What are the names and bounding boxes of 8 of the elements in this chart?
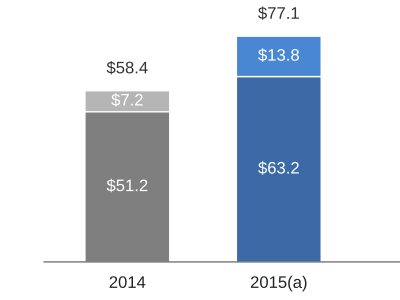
data-label: $51.2: [106, 178, 148, 192]
x-tick-label: 2015(a): [250, 276, 306, 292]
total-label: $58.4: [106, 60, 148, 74]
data-label: $13.8: [258, 48, 299, 62]
data-label: $7.2: [111, 93, 143, 107]
x-tick-label: 2014: [110, 276, 146, 288]
total-label: $77.1: [258, 6, 299, 20]
data-label: $63.2: [258, 161, 299, 175]
